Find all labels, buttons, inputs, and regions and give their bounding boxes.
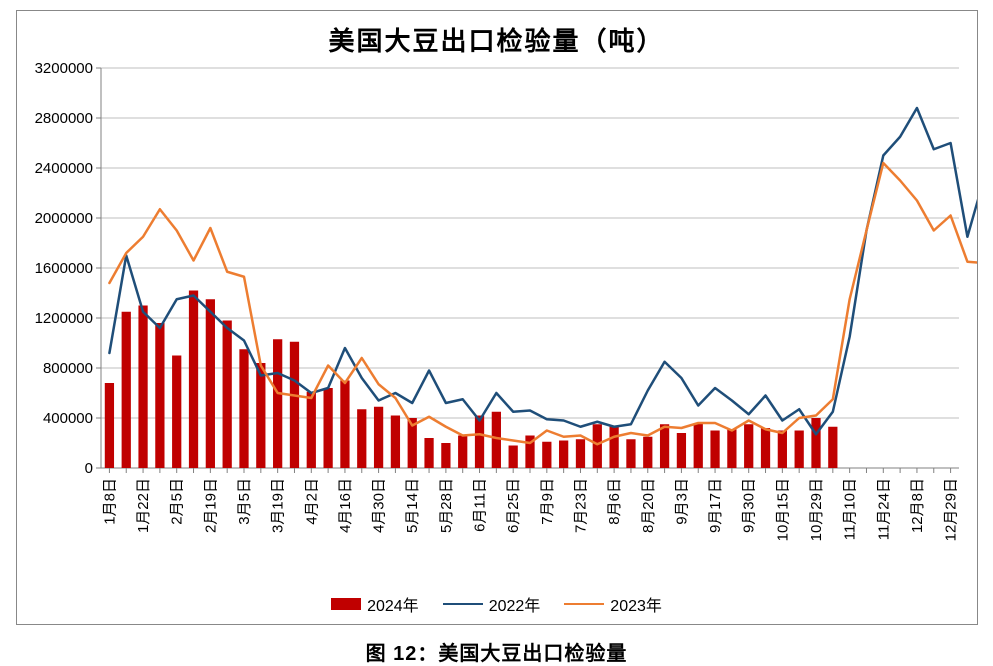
svg-text:12月8日: 12月8日	[908, 478, 925, 533]
svg-text:7月9日: 7月9日	[538, 478, 555, 525]
svg-text:6月11日: 6月11日	[471, 478, 488, 532]
svg-text:3200000: 3200000	[34, 60, 92, 77]
svg-text:10月29日: 10月29日	[808, 478, 825, 541]
chart-title: 美国大豆出口检验量（吨）	[17, 21, 977, 58]
svg-text:1月8日: 1月8日	[101, 478, 118, 525]
svg-text:9月30日: 9月30日	[740, 478, 757, 533]
svg-text:5月28日: 5月28日	[437, 478, 454, 533]
svg-text:10月15日: 10月15日	[774, 478, 791, 541]
svg-text:7月23日: 7月23日	[572, 478, 589, 533]
legend-item: 2024年	[331, 592, 419, 616]
legend-item: 2022年	[443, 592, 541, 616]
svg-text:3月5日: 3月5日	[236, 478, 253, 525]
svg-text:2400000: 2400000	[34, 160, 92, 177]
svg-text:5月14日: 5月14日	[404, 478, 421, 533]
svg-text:1200000: 1200000	[34, 310, 92, 327]
svg-text:400000: 400000	[42, 410, 92, 427]
svg-text:9月17日: 9月17日	[707, 478, 724, 533]
svg-text:800000: 800000	[42, 360, 92, 377]
legend-swatch-line	[443, 603, 483, 606]
svg-text:0: 0	[84, 460, 92, 477]
chart-svg: 0 400000 800000 1200000 1600000 2000000 240000…	[17, 58, 977, 588]
svg-text:2000000: 2000000	[34, 210, 92, 227]
legend-label: 2022年	[489, 592, 541, 616]
legend-item: 2023年	[564, 592, 662, 616]
svg-text:1月22日: 1月22日	[135, 478, 152, 533]
legend-label: 2023年	[610, 592, 662, 616]
svg-text:9月3日: 9月3日	[673, 478, 690, 525]
svg-text:11月24日: 11月24日	[875, 478, 892, 540]
svg-text:3月19日: 3月19日	[269, 478, 286, 533]
svg-text:1600000: 1600000	[34, 260, 92, 277]
legend-swatch-bar	[331, 598, 361, 610]
legend-swatch-line	[564, 603, 604, 606]
legend-label: 2024年	[367, 592, 419, 616]
svg-text:2月19日: 2月19日	[202, 478, 219, 533]
svg-text:2800000: 2800000	[34, 110, 92, 127]
svg-text:8月6日: 8月6日	[606, 478, 623, 525]
svg-text:8月20日: 8月20日	[639, 478, 656, 533]
svg-text:12月29日: 12月29日	[942, 478, 959, 541]
chart-container: 美国大豆出口检验量（吨） 0 400000 800000 1200000 1600000…	[16, 10, 978, 625]
svg-text:11月10日: 11月10日	[841, 478, 858, 540]
svg-text:4月30日: 4月30日	[370, 478, 387, 533]
svg-text:6月25日: 6月25日	[505, 478, 522, 533]
svg-text:2月5日: 2月5日	[168, 478, 185, 525]
svg-text:4月2日: 4月2日	[303, 478, 320, 525]
svg-text:4月16日: 4月16日	[336, 478, 353, 533]
legend: 2024年 2022年 2023年	[17, 592, 977, 616]
chart-caption: 图 12：美国大豆出口检验量	[0, 637, 993, 666]
